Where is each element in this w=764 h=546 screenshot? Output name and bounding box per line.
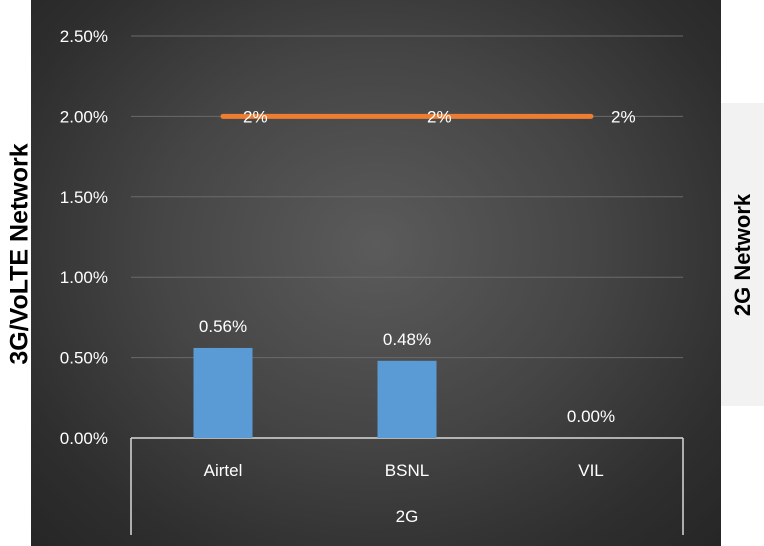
bar-data-label: 0.48% [383,330,431,349]
line-data-label: 2% [611,107,636,126]
bar-data-label: 0.00% [567,407,615,426]
bar [194,348,253,438]
y-tick-label: 0.00% [60,429,108,448]
bar-data-label: 0.56% [199,317,247,336]
x-tick-label: BSNL [385,461,429,480]
x-tick-label: Airtel [204,461,243,480]
y-tick-label: 1.50% [60,188,108,207]
y-tick-label: 2.00% [60,107,108,126]
y-tick-label: 2.50% [60,27,108,46]
y-tick-label: 1.00% [60,268,108,287]
x-tick-label: VIL [578,461,604,480]
x-group-label: 2G [396,507,419,526]
bar [378,361,437,438]
y-tick-label: 0.50% [60,349,108,368]
line-data-label: 2% [243,107,268,126]
line-data-label: 2% [427,107,452,126]
